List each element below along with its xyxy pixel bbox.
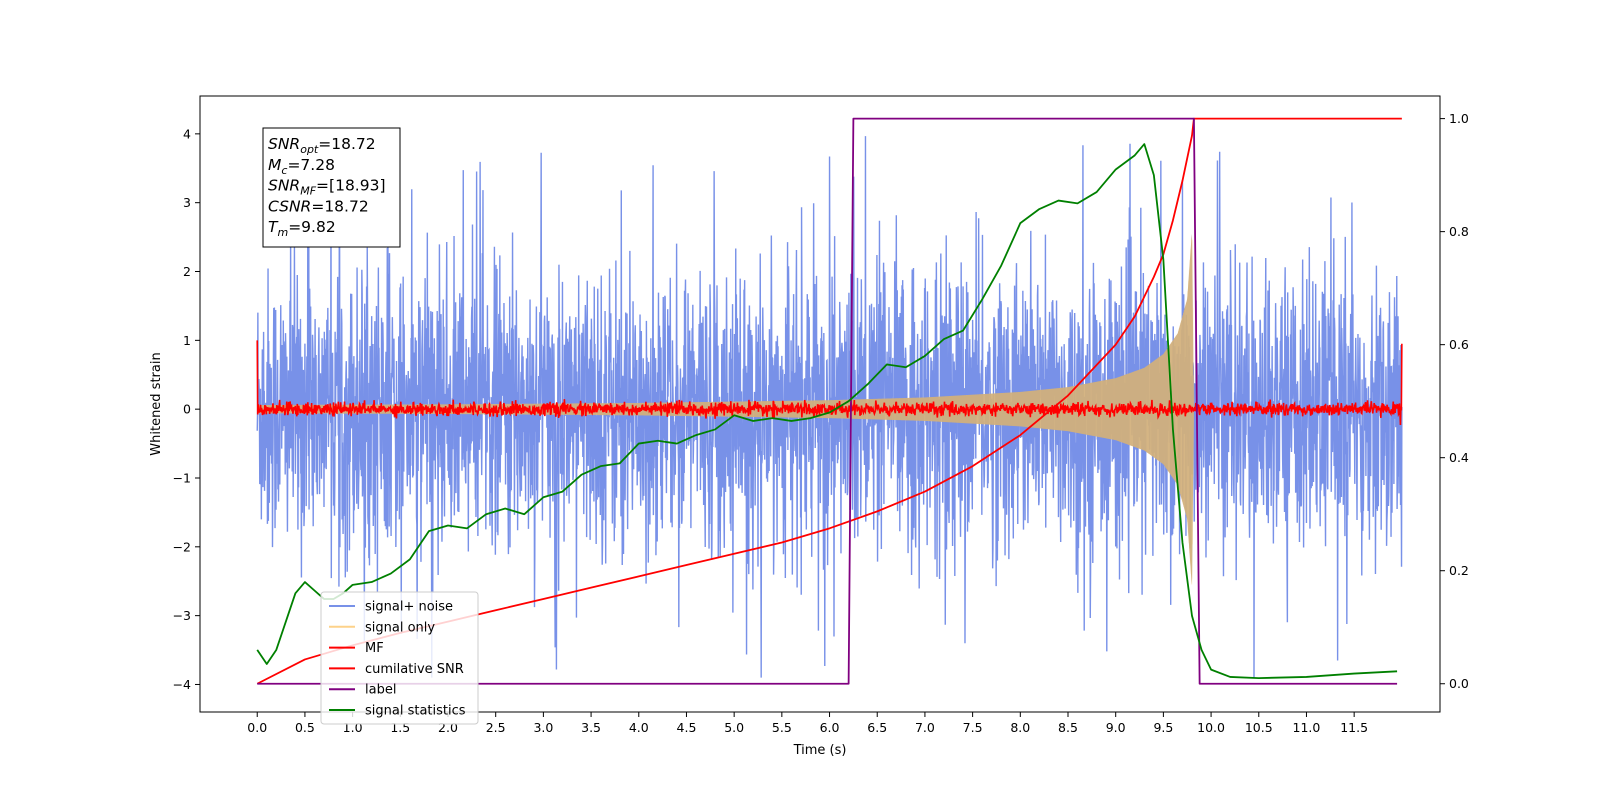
x-tick-label: 3.5 [581, 720, 601, 735]
series-label [257, 117, 1398, 685]
x-tick-label: 9.5 [1153, 720, 1173, 735]
annotation-line: SNRMF=[18.93] [268, 177, 386, 198]
x-tick-label: 4.0 [629, 720, 649, 735]
legend: signal+ noise signal only MF cumilative SNR… [320, 591, 479, 725]
x-tick-label: 10.5 [1245, 720, 1273, 735]
y-tick-label: −3 [173, 608, 191, 623]
x-tick-label: 6.5 [867, 720, 887, 735]
y-tick-label: −1 [173, 470, 191, 485]
x-tick-label: 6.0 [820, 720, 840, 735]
y-right-tick-label: 0.0 [1449, 676, 1469, 691]
legend-label: signal only [365, 620, 435, 635]
annotation-box: SNRopt=18.72Mc=7.28SNRMF=[18.93]CSNR=18.… [262, 127, 401, 248]
series-signal-noise [256, 136, 1403, 678]
y-tick-label: 1 [183, 333, 191, 348]
y-right-tick-label: 0.4 [1449, 450, 1469, 465]
x-tick-label: 8.5 [1058, 720, 1078, 735]
x-tick-label: 11.0 [1293, 720, 1321, 735]
annotation-line: SNRopt=18.72 [268, 135, 376, 156]
x-tick-label: 11.5 [1340, 720, 1368, 735]
x-tick-label: 8.0 [1010, 720, 1030, 735]
x-tick-label: 5.5 [772, 720, 792, 735]
x-tick-label: 0.0 [247, 720, 267, 735]
x-tick-label: 2.5 [486, 720, 506, 735]
legend-label: signal statistics [365, 704, 466, 719]
y-tick-label: 0 [183, 402, 191, 417]
annotation-frame [262, 127, 401, 248]
legend-label: MF [365, 641, 384, 656]
series-signal-statistics [256, 143, 1398, 679]
y-tick-label: −4 [173, 677, 191, 692]
legend-label: cumilative SNR [365, 662, 464, 677]
y-right-tick-label: 0.8 [1449, 224, 1469, 239]
x-tick-label: 0.5 [295, 720, 315, 735]
x-tick-label: 9.0 [1106, 720, 1126, 735]
y-tick-label: 3 [183, 195, 191, 210]
legend-label: label [365, 683, 396, 698]
x-axis-label: Time (s) [793, 743, 847, 758]
annotation-line: Mc=7.28 [268, 156, 335, 177]
y-axis-label: Whitened strain [149, 352, 164, 455]
y-right-tick-label: 0.2 [1449, 563, 1469, 578]
y-tick-label: −2 [173, 539, 191, 554]
y-tick-label: 4 [183, 126, 191, 141]
x-tick-label: 7.5 [963, 720, 983, 735]
y-axis-left: −4 −3 −2 −1 0 1 2 3 4 [173, 126, 200, 692]
legend-label: signal+ noise [365, 600, 453, 615]
x-tick-label: 10.0 [1197, 720, 1225, 735]
y-axis-right: 0.0 0.2 0.4 0.6 0.8 1.0 [1440, 111, 1469, 691]
annotation-line: Tm=9.82 [268, 218, 336, 239]
x-tick-label: 7.0 [915, 720, 935, 735]
y-tick-label: 2 [183, 264, 191, 279]
legend-frame [320, 591, 479, 725]
annotation-line: CSNR=18.72 [268, 197, 369, 215]
series-mf [256, 340, 1403, 426]
y-right-tick-label: 0.6 [1449, 337, 1469, 352]
y-right-tick-label: 1.0 [1449, 111, 1469, 126]
x-tick-label: 3.0 [533, 720, 553, 735]
x-tick-label: 4.5 [677, 720, 697, 735]
axes-frame [199, 95, 1441, 713]
x-tick-label: 5.0 [724, 720, 744, 735]
